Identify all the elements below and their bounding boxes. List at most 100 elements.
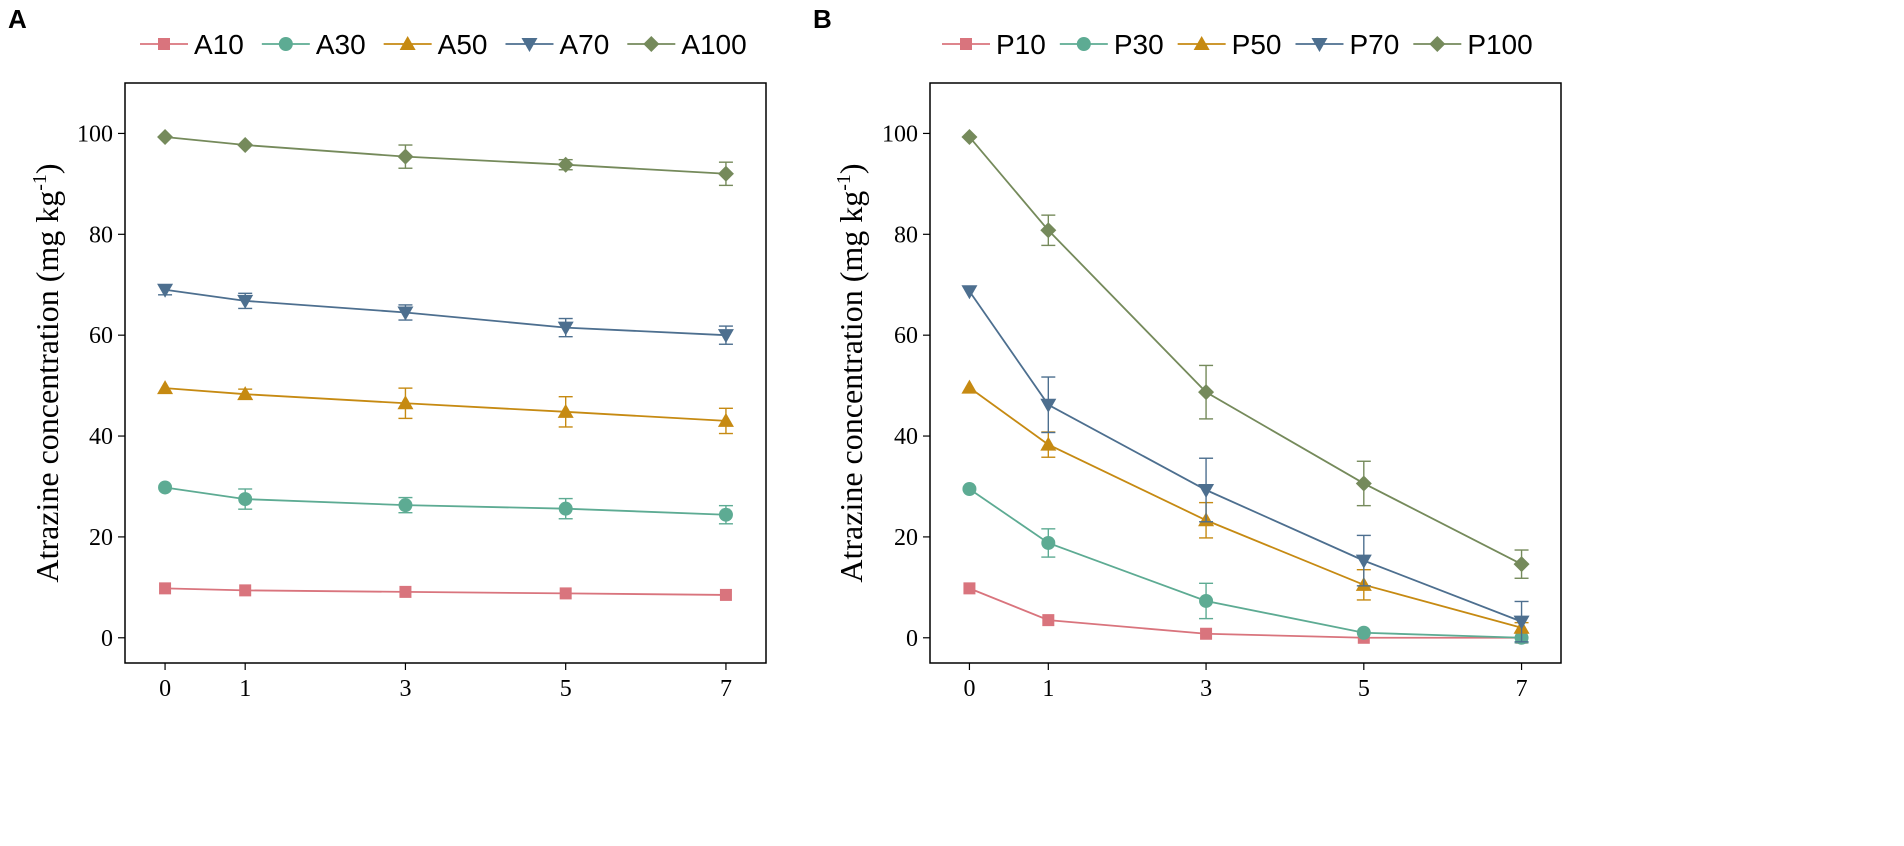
data-point — [238, 492, 253, 507]
series-p30 — [962, 482, 1529, 645]
y-tick-label: 0 — [101, 626, 113, 652]
series-a50 — [157, 380, 734, 435]
series-a70 — [157, 283, 734, 345]
legend-label: P50 — [1232, 29, 1282, 60]
data-point — [1355, 475, 1372, 492]
legend-marker — [521, 38, 538, 52]
x-tick-label: 7 — [720, 676, 732, 702]
legend-label: P30 — [1114, 29, 1164, 60]
legend: A10 A30 A50 A70 A100 — [140, 29, 747, 60]
data-point — [963, 582, 976, 595]
series-p70 — [961, 285, 1530, 643]
x-tick-label: 5 — [560, 676, 572, 702]
data-point — [397, 306, 414, 321]
legend-marker — [1076, 37, 1091, 51]
data-point — [1198, 484, 1215, 499]
panel-label: A — [8, 4, 27, 34]
data-point — [961, 285, 978, 300]
data-point — [961, 379, 978, 394]
x-tick-label: 7 — [1516, 676, 1528, 702]
data-point — [558, 501, 573, 516]
legend-marker — [399, 36, 416, 50]
y-tick-label: 20 — [89, 525, 113, 551]
legend-item: A100 — [627, 29, 747, 60]
data-point — [717, 412, 734, 427]
y-axis-title-superscript: -1 — [833, 174, 855, 191]
legend-item: P30 — [1059, 29, 1164, 60]
x-tick-label: 0 — [159, 676, 171, 702]
legend-marker — [278, 37, 293, 51]
data-point — [397, 148, 414, 165]
y-tick-label: 20 — [894, 525, 918, 551]
legend-item: A10 — [140, 29, 244, 60]
data-point — [1200, 627, 1213, 640]
data-point — [1356, 625, 1371, 640]
legend-label: A100 — [681, 29, 746, 60]
legend-marker — [158, 38, 170, 50]
plot-frame — [929, 82, 1562, 664]
x-tick-label: 0 — [963, 676, 975, 702]
data-point — [557, 321, 574, 336]
legend-item: P10 — [942, 29, 1046, 60]
data-point — [397, 395, 414, 410]
panel-label: B — [813, 4, 832, 34]
y-tick-label: 0 — [906, 626, 918, 652]
data-point — [1355, 554, 1372, 569]
legend-marker — [1311, 38, 1328, 52]
y-tick-label: 80 — [894, 222, 918, 248]
y-tick-label: 40 — [894, 424, 918, 450]
data-point — [239, 584, 252, 597]
data-point — [157, 380, 174, 395]
data-point — [1199, 593, 1214, 608]
data-point — [237, 386, 254, 401]
data-point — [158, 480, 173, 495]
chart-panel-b: B 0 20 40 60 80 100 0 1 3 5 7 Atrazine concentration… — [813, 4, 1562, 702]
legend: P10 P30 P50 P70 P100 — [942, 29, 1533, 60]
legend-item: P100 — [1413, 29, 1533, 60]
data-point — [1040, 222, 1057, 239]
data-point — [962, 482, 977, 496]
legend-marker — [960, 38, 972, 50]
y-axis-title-close: ) — [29, 163, 65, 174]
data-point — [399, 585, 412, 598]
y-tick-label: 100 — [77, 121, 113, 147]
data-point — [559, 587, 572, 600]
legend-label: P10 — [996, 29, 1046, 60]
y-axis-title-superscript: -1 — [29, 174, 51, 191]
legend-marker — [643, 36, 660, 52]
x-tick-label: 3 — [1200, 676, 1212, 702]
x-tick-label: 5 — [1358, 676, 1370, 702]
legend-label: A10 — [194, 29, 244, 60]
data-point — [557, 403, 574, 418]
x-tick-label: 1 — [1042, 676, 1054, 702]
y-tick-label: 100 — [882, 121, 918, 147]
legend-item: A70 — [505, 29, 609, 60]
data-point — [1513, 556, 1530, 573]
data-point — [157, 283, 174, 298]
y-tick-label: 60 — [89, 323, 113, 349]
data-point — [961, 128, 978, 145]
legend-item: A50 — [383, 29, 487, 60]
data-point — [398, 498, 413, 513]
legend-item: P70 — [1295, 29, 1399, 60]
series-a10 — [159, 582, 732, 601]
x-tick-label: 1 — [239, 676, 251, 702]
data-point — [557, 156, 574, 173]
legend-item: A30 — [261, 29, 366, 60]
data-point — [1513, 615, 1530, 630]
y-axis-title-main: Atrazine concentration (mg kg — [833, 191, 869, 583]
y-axis-title-close: ) — [833, 163, 869, 174]
legend-label: P70 — [1349, 29, 1399, 60]
legend-label: P100 — [1467, 29, 1532, 60]
y-axis-title: Atrazine concentration (mg kg-1) — [29, 163, 65, 582]
data-point — [718, 507, 733, 522]
series-p100 — [961, 128, 1530, 579]
chart-panel-a: A 0 20 40 60 80 100 0 1 3 5 7 Atrazine concentration… — [8, 4, 767, 702]
legend-label: A70 — [559, 29, 609, 60]
y-tick-label: 80 — [89, 222, 113, 248]
data-point — [159, 582, 172, 595]
y-axis-title-main: Atrazine concentration (mg kg — [29, 191, 65, 583]
data-point — [1198, 384, 1215, 401]
x-tick-label: 3 — [399, 676, 411, 702]
